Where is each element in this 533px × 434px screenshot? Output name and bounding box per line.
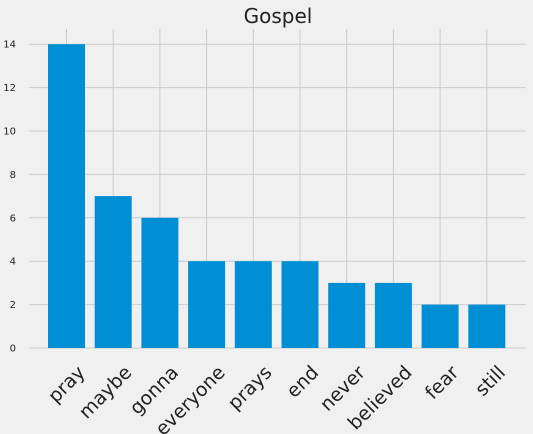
y-tick-label: 12 <box>3 83 16 94</box>
y-tick-label: 8 <box>10 170 16 181</box>
bar-pray <box>48 44 85 348</box>
bar-never <box>328 282 366 348</box>
y-tick-label: 2 <box>10 300 16 311</box>
y-tick-label: 6 <box>10 213 16 224</box>
y-tick-label: 0 <box>10 344 16 355</box>
y-tick-label: 14 <box>3 40 16 51</box>
bar-end <box>281 261 319 348</box>
y-tick-label: 4 <box>10 257 16 268</box>
y-tick-label: 10 <box>3 126 16 137</box>
bar-fear <box>421 304 459 348</box>
bar-maybe <box>94 196 132 348</box>
bar-gonna <box>141 217 179 348</box>
bars <box>48 44 506 348</box>
bar-still <box>468 304 506 348</box>
bar-believed <box>374 282 412 348</box>
bar-prays <box>234 261 272 348</box>
chart-title: Gospel <box>244 4 313 28</box>
bar-everyone <box>188 261 226 348</box>
y-axis-ticks: 0 2 4 6 8 10 12 14 <box>3 40 16 355</box>
